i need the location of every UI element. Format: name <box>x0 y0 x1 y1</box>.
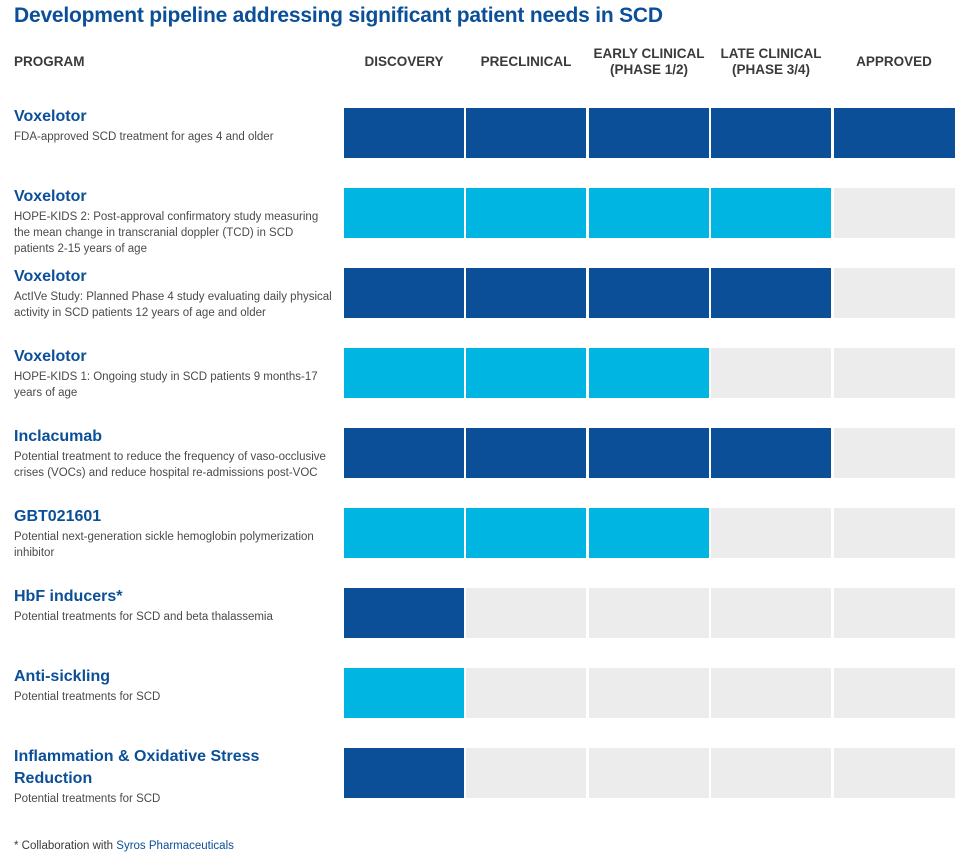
program-name: HbF inducers* <box>14 588 123 605</box>
footnote-link[interactable]: Syros Pharmaceuticals <box>116 840 234 852</box>
program-row-label: Inflammation & Oxidative Stress Reductio… <box>14 746 334 807</box>
stage-bar-filled <box>466 508 586 558</box>
program-description: Potential treatments for SCD <box>14 793 161 805</box>
program-name: Voxelotor <box>14 348 87 365</box>
program-row-label: Voxelotor FDA-approved SCD treatment for … <box>14 106 334 145</box>
page-title: Development pipeline addressing signific… <box>14 4 663 27</box>
stage-sublabel: (PHASE 3/4) <box>731 62 811 77</box>
stage-bar-empty <box>589 748 709 798</box>
stage-bar-empty <box>834 348 955 398</box>
stage-bar-filled <box>344 348 464 398</box>
program-description: HOPE-KIDS 2: Post-approval confirmatory … <box>14 211 319 255</box>
program-row-label: HbF inducers* Potential treatments for SC… <box>14 586 334 625</box>
stage-bar-empty <box>711 588 831 638</box>
program-description: Potential treatments for SCD and beta th… <box>14 611 273 623</box>
stage-bar-filled <box>466 348 586 398</box>
program-row-label: Voxelotor HOPE-KIDS 2: Post-approval conf… <box>14 186 334 257</box>
stage-sublabel: (PHASE 1/2) <box>609 62 689 77</box>
stage-bar-filled <box>589 108 709 158</box>
stage-bar-filled <box>589 428 709 478</box>
stage-bar-filled <box>466 268 586 318</box>
program-name: Voxelotor <box>14 268 87 285</box>
program-name: GBT021601 <box>14 508 102 525</box>
stage-bar-empty <box>834 748 955 798</box>
footnote: * Collaboration with Syros Pharmaceutica… <box>14 840 234 852</box>
program-description: FDA-approved SCD treatment for ages 4 an… <box>14 131 274 143</box>
column-header-program: PROGRAM <box>14 54 85 69</box>
stage-bar-filled <box>344 108 464 158</box>
stage-label: LATE CLINICAL <box>720 46 822 61</box>
stage-bar-empty <box>466 588 586 638</box>
stage-bar-filled <box>589 348 709 398</box>
stage-bar-filled <box>711 188 831 238</box>
column-header-stage: EARLY CLINICAL (PHASE 1/2) <box>585 46 713 78</box>
stage-bar-empty <box>711 508 831 558</box>
stage-bar-filled <box>344 748 464 798</box>
column-header-stage: DISCOVERY <box>340 54 468 70</box>
stage-bar-empty <box>834 588 955 638</box>
stage-bar-filled <box>344 188 464 238</box>
stage-label: DISCOVERY <box>364 54 444 69</box>
program-row-label: Voxelotor HOPE-KIDS 1: Ongoing study in S… <box>14 346 334 401</box>
program-name: Inflammation & Oxidative Stress Reductio… <box>14 748 260 787</box>
stage-bar-filled <box>589 188 709 238</box>
stage-bar-filled <box>466 188 586 238</box>
stage-bar-empty <box>711 348 831 398</box>
stage-label: PRECLINICAL <box>480 54 572 69</box>
stage-bar-filled <box>711 108 831 158</box>
program-row-label: Inclacumab Potential treatment to reduce … <box>14 426 334 481</box>
program-description: HOPE-KIDS 1: Ongoing study in SCD patien… <box>14 371 318 399</box>
program-row-label: Voxelotor ActIVe Study: Planned Phase 4 s… <box>14 266 334 321</box>
program-name: Voxelotor <box>14 108 87 125</box>
program-description: Potential treatment to reduce the freque… <box>14 451 326 479</box>
stage-bar-empty <box>711 668 831 718</box>
stage-label: APPROVED <box>856 54 932 69</box>
stage-bar-empty <box>834 668 955 718</box>
stage-bar-filled <box>344 428 464 478</box>
stage-bar-filled <box>589 508 709 558</box>
stage-label: EARLY CLINICAL <box>593 46 705 61</box>
program-name: Voxelotor <box>14 188 87 205</box>
stage-bar-empty <box>589 668 709 718</box>
stage-bar-filled <box>344 668 464 718</box>
program-row-label: Anti-sickling Potential treatments for SC… <box>14 666 334 705</box>
stage-bar-filled <box>466 108 586 158</box>
stage-bar-filled <box>344 268 464 318</box>
column-header-stage: APPROVED <box>830 54 958 70</box>
program-row-label: GBT021601 Potential next-generation sickl… <box>14 506 334 561</box>
stage-bar-filled <box>466 428 586 478</box>
stage-bar-empty <box>466 668 586 718</box>
stage-bar-filled <box>344 508 464 558</box>
stage-bar-empty <box>834 268 955 318</box>
stage-bar-filled <box>711 268 831 318</box>
program-name: Anti-sickling <box>14 668 111 685</box>
stage-bar-empty <box>466 748 586 798</box>
footnote-text: * Collaboration with <box>14 840 117 852</box>
stage-bar-filled <box>344 588 464 638</box>
program-description: Potential next-generation sickle hemoglo… <box>14 531 314 559</box>
stage-bar-empty <box>589 588 709 638</box>
stage-bar-filled <box>711 428 831 478</box>
stage-bar-empty <box>834 428 955 478</box>
program-name: Inclacumab <box>14 428 103 445</box>
column-header-stage: PRECLINICAL <box>462 54 590 70</box>
column-header-stage: LATE CLINICAL (PHASE 3/4) <box>707 46 835 78</box>
stage-bar-empty <box>711 748 831 798</box>
stage-bar-filled <box>834 108 955 158</box>
stage-bar-filled <box>589 268 709 318</box>
program-description: Potential treatments for SCD <box>14 691 161 703</box>
stage-bar-empty <box>834 188 955 238</box>
stage-bar-empty <box>834 508 955 558</box>
program-description: ActIVe Study: Planned Phase 4 study eval… <box>14 291 332 319</box>
